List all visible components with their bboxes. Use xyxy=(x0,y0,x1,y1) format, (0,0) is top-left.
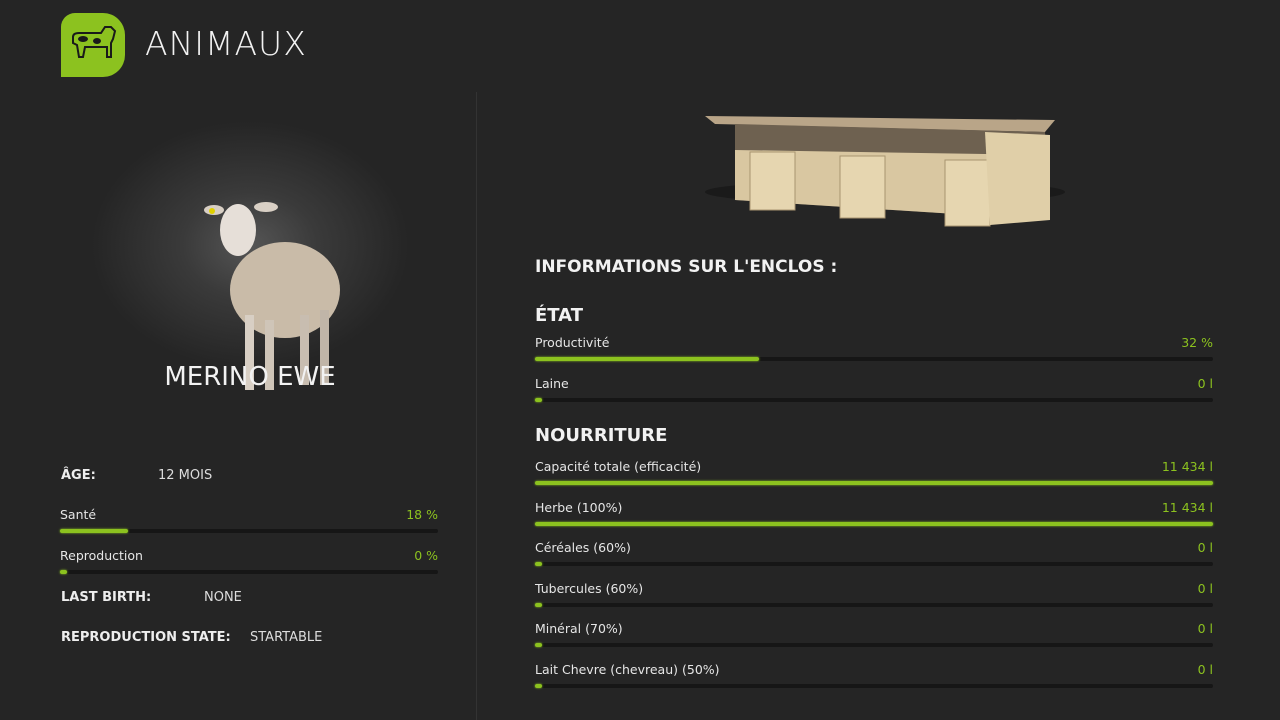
stat-value: 11 434 l xyxy=(1161,459,1213,474)
progress-fill xyxy=(535,357,759,361)
progress-bar xyxy=(535,481,1213,485)
progress-fill xyxy=(535,481,1213,485)
animals-logo xyxy=(61,13,125,77)
stat-label: Tubercules (60%) xyxy=(535,580,644,596)
divider xyxy=(476,92,477,720)
progress-bar xyxy=(535,684,1213,688)
progress-bar xyxy=(535,643,1213,648)
stat-value: 32 % xyxy=(1181,335,1213,350)
progress-fill xyxy=(535,562,542,567)
stat-label: Reproduction xyxy=(60,548,143,563)
progress-fill xyxy=(535,643,542,648)
cow-icon xyxy=(72,26,117,58)
food-heading: NOURRITURE xyxy=(535,425,668,446)
animal-name: MERINO EWE xyxy=(164,362,336,392)
progress-bar xyxy=(535,562,1213,567)
stat-label: Céréales (60%) xyxy=(535,540,631,556)
progress-fill xyxy=(535,602,542,607)
progress-fill xyxy=(535,684,542,688)
progress-bar xyxy=(535,398,1213,402)
stat-label: Minéral (70%) xyxy=(535,621,623,637)
progress-bar xyxy=(60,529,438,533)
sheep-image xyxy=(204,202,340,390)
stat-label: Lait Chevre (chevreau) (50%) xyxy=(535,662,720,677)
progress-bar xyxy=(535,521,1213,526)
pen-info-title: INFORMATIONS SUR L'ENCLOS : xyxy=(535,257,838,277)
stat-value: 0 % xyxy=(414,548,438,563)
progress-bar xyxy=(535,357,1213,361)
stat-label: Capacité totale (efficacité) xyxy=(535,459,702,474)
progress-bar xyxy=(535,602,1213,607)
progress-bar xyxy=(60,570,438,574)
reproduction-state-label: REPRODUCTION STATE: xyxy=(61,630,231,645)
stat-label: Productivité xyxy=(535,335,610,350)
last-birth-label: LAST BIRTH: xyxy=(61,590,152,605)
progress-fill xyxy=(535,521,1213,526)
age-label: ÂGE: xyxy=(61,468,96,483)
stat-value: 0 l xyxy=(1197,621,1213,637)
stat-value: 0 l xyxy=(1197,376,1213,391)
age-value: 12 MOIS xyxy=(158,468,213,483)
stat-value: 0 l xyxy=(1197,540,1213,556)
stat-value: 18 % xyxy=(406,507,438,522)
progress-fill xyxy=(535,398,542,402)
stat-label: Laine xyxy=(535,376,569,391)
state-heading: ÉTAT xyxy=(535,305,583,326)
progress-fill xyxy=(60,570,67,574)
pen-building-image xyxy=(705,116,1065,227)
stat-label: Herbe (100%) xyxy=(535,499,623,515)
stat-value: 0 l xyxy=(1197,662,1213,677)
progress-fill xyxy=(60,529,129,533)
reproduction-state-value: STARTABLE xyxy=(250,630,323,645)
stat-value: 11 434 l xyxy=(1161,499,1213,515)
last-birth-value: NONE xyxy=(204,590,242,605)
stat-label: Santé xyxy=(60,507,97,522)
stat-value: 0 l xyxy=(1197,580,1213,596)
page-title: ANIMAUX xyxy=(145,24,307,63)
